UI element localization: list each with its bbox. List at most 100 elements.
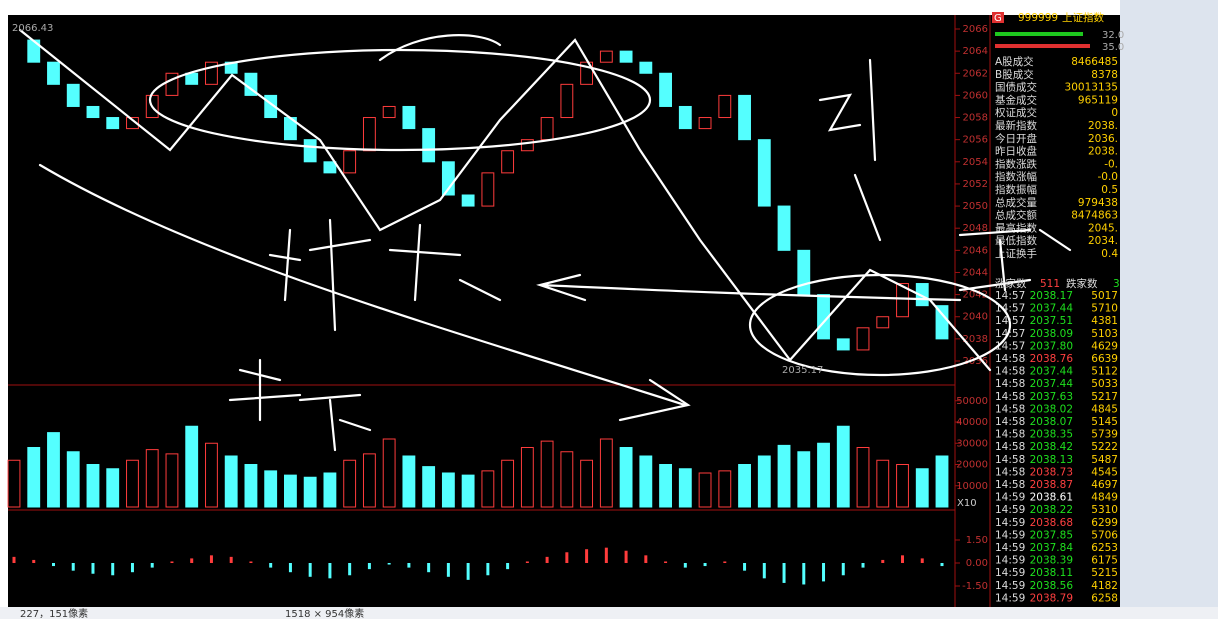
trade-time: 14:58 [995,378,1025,390]
trade-volume: 5310 [1091,504,1118,516]
trade-price: 2037.44 [1030,366,1074,378]
info-label: 指数涨跌 [995,157,1037,170]
candle [660,73,672,106]
trade-volume: 4629 [1091,340,1118,352]
info-value: 2034. [1088,235,1118,247]
trade-time: 14:59 [995,592,1025,604]
candle [87,106,99,117]
side-gray [1120,0,1218,607]
trade-volume: 4182 [1091,580,1118,592]
trade-volume: 5215 [1091,567,1118,579]
trade-price: 2037.63 [1030,391,1073,403]
info-value: 965119 [1078,94,1118,106]
trade-price: 2038.87 [1030,479,1073,491]
info-value: 0.5 [1101,184,1118,196]
trade-time: 14:58 [995,466,1025,478]
candle [640,62,652,73]
trade-volume: 5103 [1091,328,1118,340]
trade-time: 14:57 [995,290,1025,302]
info-label: 权证成交 [995,106,1037,119]
trade-price: 2037.44 [1030,378,1074,390]
volume-bar [679,469,691,507]
trade-price: 2037.85 [1030,529,1073,541]
trade-price: 2038.42 [1030,441,1073,453]
info-value: 2045. [1088,222,1118,234]
info-label: 昨日收盘 [995,145,1037,158]
trade-price: 2038.61 [1030,492,1073,504]
cursor-pos: 227，151像素 [20,607,88,619]
info-value: 2038. [1088,120,1118,132]
info-value: -0. [1104,158,1118,170]
info-label: 总成交量 [995,196,1037,209]
candle [679,106,691,128]
info-label: 国债成交 [995,81,1037,94]
bar-green [995,32,1083,36]
status-bar [0,607,1218,619]
volume-bar [225,456,237,507]
bar-red [995,44,1090,48]
info-value: 8378 [1091,69,1118,81]
bar-value: 35.0 [1102,42,1124,53]
trade-time: 14:58 [995,353,1025,365]
info-value: 8466485 [1071,56,1118,68]
trade-volume: 5710 [1091,303,1118,315]
macd-tick-label: 0.00 [966,558,988,569]
trade-time: 14:58 [995,416,1025,428]
trade-price: 2038.68 [1030,517,1073,529]
code: 999999 [1018,12,1058,24]
badge: G [994,13,1002,24]
y-tick-label: 2066 [963,24,988,35]
trade-volume: 4545 [1091,466,1118,478]
info-label: 今日开盘 [995,132,1037,145]
trade-volume: 5112 [1091,366,1118,378]
high-label: 2066.43 [12,23,53,34]
trade-time: 14:58 [995,454,1025,466]
trade-volume: 5487 [1091,454,1118,466]
info-label: 指数振幅 [995,183,1037,196]
trade-price: 2037.84 [1030,542,1074,554]
volume-bar [462,475,474,507]
info-value: 8474863 [1071,210,1118,222]
trade-volume: 4845 [1091,403,1118,415]
candle [462,195,474,206]
trade-price: 2038.76 [1030,353,1074,365]
info-value: 0.4 [1101,248,1118,260]
volume-bar [304,477,316,507]
y-tick-label: 2056 [963,135,988,146]
volume-bar [48,433,60,507]
volume-tick-label: 10000 [956,481,988,492]
candle [403,106,415,128]
trade-price: 2038.73 [1030,466,1073,478]
volume-bar [285,475,297,507]
y-tick-label: 2062 [963,68,988,79]
candle [758,140,770,206]
trade-price: 2038.09 [1030,328,1073,340]
breadth-value: 3 [1113,278,1120,290]
candle [837,339,849,350]
trade-volume: 6175 [1091,555,1118,567]
trade-volume: 5706 [1091,529,1118,541]
trade-volume: 6258 [1091,592,1118,604]
trade-time: 14:59 [995,492,1025,504]
volume-bar [660,465,672,508]
image-size: 1518 × 954像素 [285,607,364,619]
trade-price: 2038.17 [1030,290,1073,302]
volume-tick-label: 20000 [956,460,988,471]
breadth-value: 511 [1040,278,1060,290]
breadth-label: 涨家数 [995,277,1027,290]
volume-bar [916,469,928,507]
trade-volume: 5033 [1091,378,1118,390]
breadth-label: 跌家数 [1066,277,1098,290]
trade-time: 14:59 [995,542,1025,554]
trade-price: 2038.02 [1030,403,1073,415]
volume-unit: X10 [957,498,977,509]
y-tick-label: 2054 [963,157,988,168]
macd-tick-label: 1.50 [966,535,988,546]
trade-price: 2038.11 [1030,567,1073,579]
volume-bar [186,426,198,507]
info-value: -0.0 [1098,171,1119,183]
trade-time: 14:59 [995,580,1025,592]
candle [739,95,751,139]
trade-volume: 4697 [1091,479,1118,491]
volume-tick-label: 40000 [956,417,988,428]
